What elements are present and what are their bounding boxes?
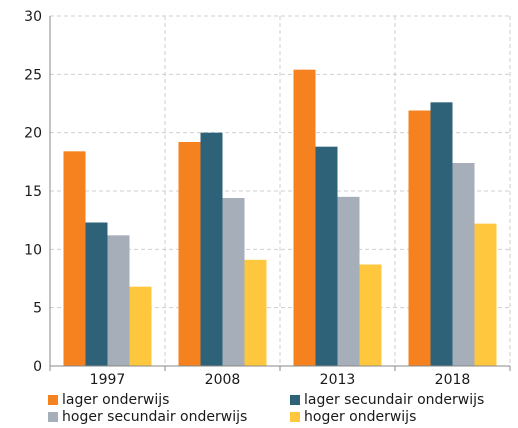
bar-2008-series-2 — [222, 198, 245, 366]
legend-label: hoger secundair onderwijs — [62, 409, 248, 425]
bar-2008-series-3 — [244, 259, 267, 366]
legend-item-lager-onderwijs: lager onderwijs — [48, 392, 169, 408]
x-tick-label: 2018 — [435, 372, 471, 388]
y-tick-label: 30 — [24, 9, 42, 25]
bar-1997-series-2 — [107, 235, 130, 366]
bar-1997-series-3 — [129, 286, 152, 366]
legend-swatch — [48, 395, 58, 405]
y-tick-label: 20 — [24, 126, 42, 142]
x-tick-label: 1997 — [90, 372, 126, 388]
y-tick-label: 10 — [24, 242, 42, 258]
bar-1997-series-0 — [63, 151, 86, 366]
y-tick-labels: 0 5 10 15 20 25 30 — [24, 9, 42, 375]
bar-2008-series-0 — [178, 142, 201, 366]
bar-2008-series-1 — [200, 132, 223, 366]
bar-2013-series-3 — [359, 264, 382, 366]
y-tick-label: 25 — [24, 67, 42, 83]
legend-item-lager-secundair-onderwijs: lager secundair onderwijs — [290, 392, 484, 408]
y-tick-label: 0 — [33, 359, 42, 375]
legend-label: hoger onderwijs — [304, 409, 417, 425]
bar-2018-series-2 — [452, 163, 475, 366]
legend-label: lager secundair onderwijs — [304, 392, 485, 408]
x-tick-labels: 1997 2008 2013 2018 — [49, 366, 511, 388]
bars — [63, 69, 497, 367]
bar-2013-series-1 — [315, 146, 338, 366]
legend-item-hoger-secundair-onderwijs: hoger secundair onderwijs — [48, 409, 247, 425]
bar-2013-series-2 — [337, 196, 360, 366]
bar-chart: 0 5 10 15 20 25 30 1997 2008 2013 2018 — [24, 9, 511, 388]
legend: lager onderwijs lager secundair onderwij… — [0, 392, 518, 428]
y-tick-label: 5 — [33, 301, 42, 317]
legend-swatch — [290, 412, 300, 422]
x-tick-label: 2013 — [320, 372, 356, 388]
bar-2018-series-1 — [430, 102, 453, 366]
legend-label: lager onderwijs — [62, 392, 170, 408]
bar-2018-series-0 — [408, 110, 431, 366]
bar-1997-series-1 — [85, 222, 108, 366]
x-tick-label: 2008 — [205, 372, 241, 388]
gridlines — [50, 15, 511, 366]
bar-2018-series-3 — [474, 223, 497, 366]
bar-2013-series-0 — [293, 69, 316, 367]
legend-swatch — [290, 395, 300, 405]
y-tick-label: 15 — [24, 184, 42, 200]
legend-swatch — [48, 412, 58, 422]
legend-item-hoger-onderwijs: hoger onderwijs — [290, 409, 416, 425]
